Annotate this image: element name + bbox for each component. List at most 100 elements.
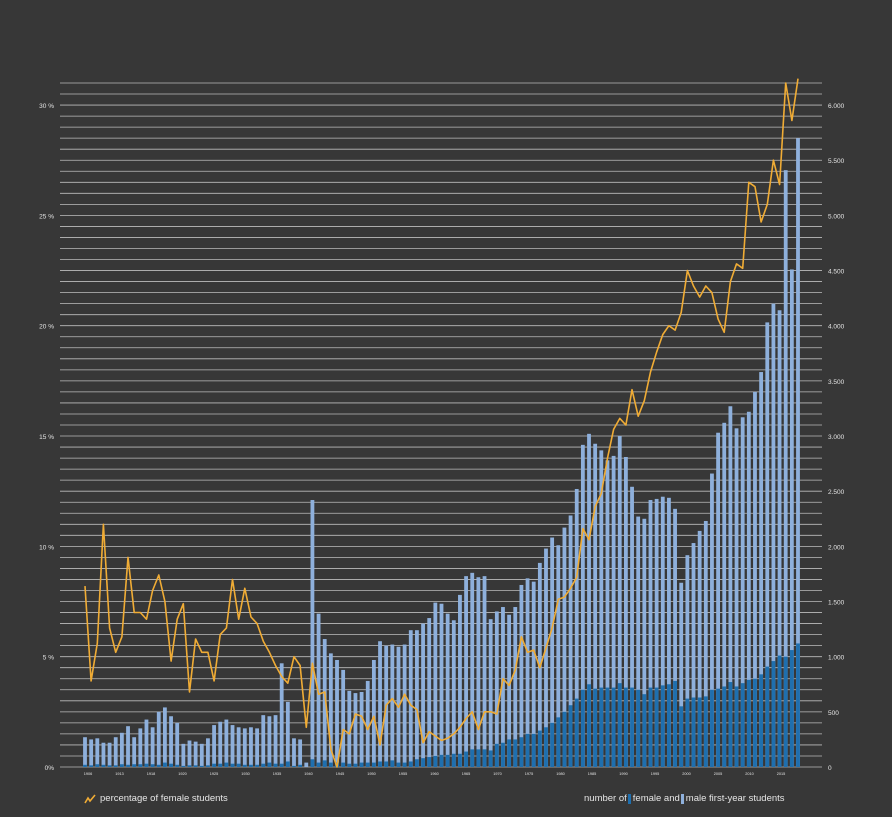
- female-bar: [710, 689, 714, 767]
- male-bar: [433, 602, 438, 767]
- male-bar: [390, 644, 395, 767]
- female-bar: [421, 758, 425, 767]
- right-tick-label: 3.000: [828, 434, 845, 441]
- male-bar: [728, 406, 733, 767]
- male-bar: [476, 577, 481, 767]
- male-bar: [464, 576, 468, 767]
- male-bar: [654, 498, 659, 767]
- right-tick-label: 5.000: [828, 213, 845, 220]
- female-bar: [593, 688, 598, 767]
- female-bar: [673, 680, 677, 767]
- male-bar: [242, 728, 247, 767]
- male-bar: [746, 411, 751, 767]
- male-bar: [273, 715, 278, 767]
- male-bar: [482, 576, 487, 767]
- female-bar: [199, 765, 204, 767]
- female-bar: [783, 656, 788, 767]
- female-bar: [328, 762, 333, 767]
- x-tick-label: 1930: [241, 772, 249, 776]
- female-bar: [341, 762, 346, 767]
- female-bar: [531, 733, 536, 767]
- female-bar: [451, 753, 456, 767]
- female-bar: [95, 764, 100, 767]
- male-bar: [206, 738, 210, 767]
- male-bar: [697, 530, 702, 767]
- x-tick-label: 1945: [336, 772, 344, 776]
- female-bar: [746, 679, 751, 767]
- female-bar: [789, 650, 794, 767]
- x-tick-label: 1925: [210, 772, 218, 776]
- right-tick-label: 0: [828, 765, 832, 772]
- female-bar: [236, 763, 241, 767]
- female-bar: [562, 711, 567, 767]
- female-swatch: [627, 793, 631, 804]
- right-tick-label: 500: [828, 710, 839, 717]
- female-percentage-line: [84, 78, 799, 768]
- male-bar: [181, 743, 186, 767]
- right-tick-label: 3.500: [828, 379, 845, 386]
- female-bar: [285, 761, 290, 767]
- male-bar: [642, 518, 647, 767]
- x-tick-label: 1960: [430, 772, 438, 776]
- female-bar: [181, 765, 186, 767]
- female-bar: [427, 757, 432, 767]
- male-bar: [304, 762, 309, 767]
- male-bar: [408, 630, 413, 767]
- female-bar: [224, 762, 229, 767]
- male-bar: [796, 138, 800, 768]
- female-bar: [113, 765, 118, 767]
- female-bar: [273, 763, 278, 767]
- male-bar: [95, 738, 100, 767]
- male-bar: [359, 691, 364, 767]
- male-bar: [113, 737, 118, 767]
- female-bar: [679, 706, 684, 767]
- male-bar: [611, 455, 616, 767]
- right-tick-label: 1.000: [828, 655, 845, 662]
- female-bar: [623, 687, 628, 767]
- male-bar: [488, 619, 493, 767]
- x-tick-label: 1970: [493, 772, 501, 776]
- female-bar: [353, 763, 358, 767]
- male-bar: [255, 728, 260, 767]
- male-bar: [605, 460, 610, 767]
- female-bar: [501, 742, 505, 767]
- male-bar: [574, 488, 579, 767]
- legend-bars-prefix: number of: [584, 793, 627, 804]
- female-bar: [101, 764, 106, 767]
- male-bar: [175, 722, 180, 767]
- female-bar: [402, 762, 407, 767]
- x-tick-label: 1980: [556, 772, 564, 776]
- right-tick-label: 2.500: [828, 489, 845, 496]
- male-bar: [107, 742, 112, 767]
- male-bar: [341, 669, 346, 767]
- male-bar: [519, 584, 524, 767]
- male-bar: [132, 737, 137, 767]
- male-bar: [83, 737, 87, 767]
- female-bar: [415, 759, 419, 767]
- male-bar: [347, 690, 352, 767]
- female-bar: [119, 764, 124, 767]
- male-bar: [236, 727, 241, 767]
- female-bar: [697, 697, 702, 767]
- male-bar: [734, 428, 739, 767]
- female-bar: [703, 696, 708, 767]
- male-bar: [224, 719, 229, 767]
- female-bar: [396, 762, 401, 767]
- male-bar: [212, 725, 216, 767]
- female-bar: [292, 765, 296, 767]
- x-tick-label: 2010: [745, 772, 753, 776]
- right-tick-label: 4.500: [828, 269, 845, 276]
- x-tick-label: 1990: [619, 772, 627, 776]
- female-bar: [150, 764, 155, 767]
- female-bar: [470, 749, 475, 767]
- male-bar: [703, 520, 708, 767]
- x-tick-label: 1965: [462, 772, 470, 776]
- female-bar: [796, 643, 800, 767]
- female-bar: [685, 698, 690, 767]
- female-bar: [371, 762, 376, 767]
- male-bar: [156, 711, 161, 767]
- legend-students: number of female and male first-year stu…: [584, 793, 785, 804]
- line-chart-icon: [84, 793, 96, 803]
- male-bar: [353, 693, 358, 767]
